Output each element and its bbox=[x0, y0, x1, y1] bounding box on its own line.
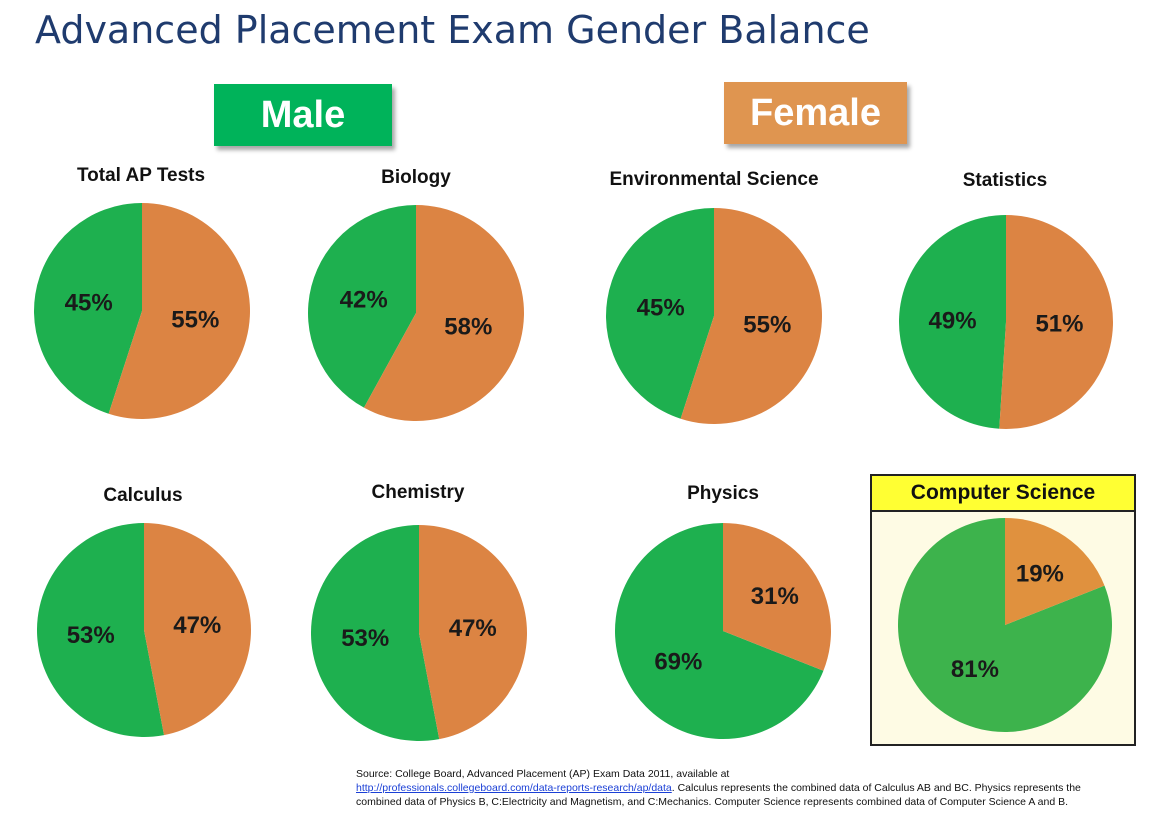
chart-title-calculus: Calculus bbox=[103, 485, 183, 506]
pie-label-environmental-science-male: 45% bbox=[637, 295, 685, 322]
pie-slice-chemistry-female bbox=[419, 525, 528, 740]
pie-environmental-science: 45% 55% bbox=[606, 208, 822, 424]
female-legend-banner: Female bbox=[724, 82, 907, 144]
source-prefix: Source: College Board, Advanced Placemen… bbox=[356, 768, 730, 780]
chart-title-environmental-science: Environmental Science bbox=[609, 169, 819, 190]
pie-slice-biology-male bbox=[307, 205, 416, 408]
pie-label-computer-science-female: 19% bbox=[1016, 561, 1064, 588]
pie-slice-physics-female bbox=[723, 523, 831, 671]
pie-label-chemistry-male: 53% bbox=[341, 625, 389, 652]
pie-chemistry: 53% 47% bbox=[311, 525, 528, 741]
pie-slice-total-ap-tests-female bbox=[108, 203, 250, 419]
pie-label-total-ap-tests-male: 45% bbox=[65, 290, 113, 317]
pie-label-chemistry-female: 47% bbox=[449, 615, 497, 642]
pie-slice-environmental-science-female bbox=[680, 208, 822, 424]
pie-label-physics-male: 69% bbox=[654, 648, 702, 675]
male-legend-banner: Male bbox=[214, 84, 392, 146]
chart-title-physics: Physics bbox=[687, 483, 759, 504]
pie-computer-science: 81% 19% bbox=[898, 518, 1112, 732]
pie-label-biology-female: 58% bbox=[444, 313, 492, 340]
pie-label-physics-female: 31% bbox=[751, 583, 799, 610]
chart-title-biology: Biology bbox=[381, 167, 451, 188]
pie-slice-calculus-female bbox=[144, 523, 252, 736]
pie-label-statistics-female: 51% bbox=[1035, 311, 1083, 338]
pie-label-calculus-male: 53% bbox=[67, 622, 115, 649]
pie-biology: 42% 58% bbox=[307, 205, 524, 421]
chart-title-chemistry: Chemistry bbox=[371, 482, 465, 503]
pie-slice-biology-female bbox=[363, 205, 524, 421]
computer-science-header: Computer Science bbox=[872, 476, 1134, 512]
pie-label-environmental-science-female: 55% bbox=[743, 311, 791, 338]
pie-calculus: 53% 47% bbox=[37, 523, 252, 737]
pie-slice-chemistry-male bbox=[311, 525, 440, 741]
pie-total-ap-tests: 45% 55% bbox=[33, 203, 250, 419]
pie-label-statistics-male: 49% bbox=[929, 307, 977, 334]
source-note: Source: College Board, Advanced Placemen… bbox=[356, 767, 1126, 809]
pie-slice-total-ap-tests-male bbox=[33, 203, 142, 414]
pie-label-biology-male: 42% bbox=[340, 287, 388, 314]
pie-label-calculus-female: 47% bbox=[173, 612, 221, 639]
pie-slice-statistics-female bbox=[999, 215, 1113, 429]
pie-physics: 69% 31% bbox=[615, 523, 831, 739]
chart-title-total-ap-tests: Total AP Tests bbox=[76, 165, 206, 186]
pie-slice-calculus-male bbox=[37, 523, 165, 737]
pie-slice-environmental-science-male bbox=[606, 208, 714, 419]
pie-statistics: 49% 51% bbox=[899, 215, 1113, 429]
chart-title-statistics: Statistics bbox=[962, 170, 1048, 191]
source-link[interactable]: http://professionals.collegeboard.com/da… bbox=[356, 782, 672, 794]
page-title: Advanced Placement Exam Gender Balance bbox=[35, 8, 870, 52]
pie-slice-statistics-male bbox=[899, 215, 1006, 429]
source-suffix: . Calculus represents the combined data … bbox=[356, 782, 1081, 808]
pie-slice-computer-science-female bbox=[1005, 518, 1105, 625]
pie-label-total-ap-tests-female: 55% bbox=[171, 306, 219, 333]
chart-title-computer-science: Computer Science bbox=[910, 481, 1096, 504]
pie-label-computer-science-male: 81% bbox=[951, 656, 999, 683]
pie-slice-physics-male bbox=[615, 523, 824, 739]
